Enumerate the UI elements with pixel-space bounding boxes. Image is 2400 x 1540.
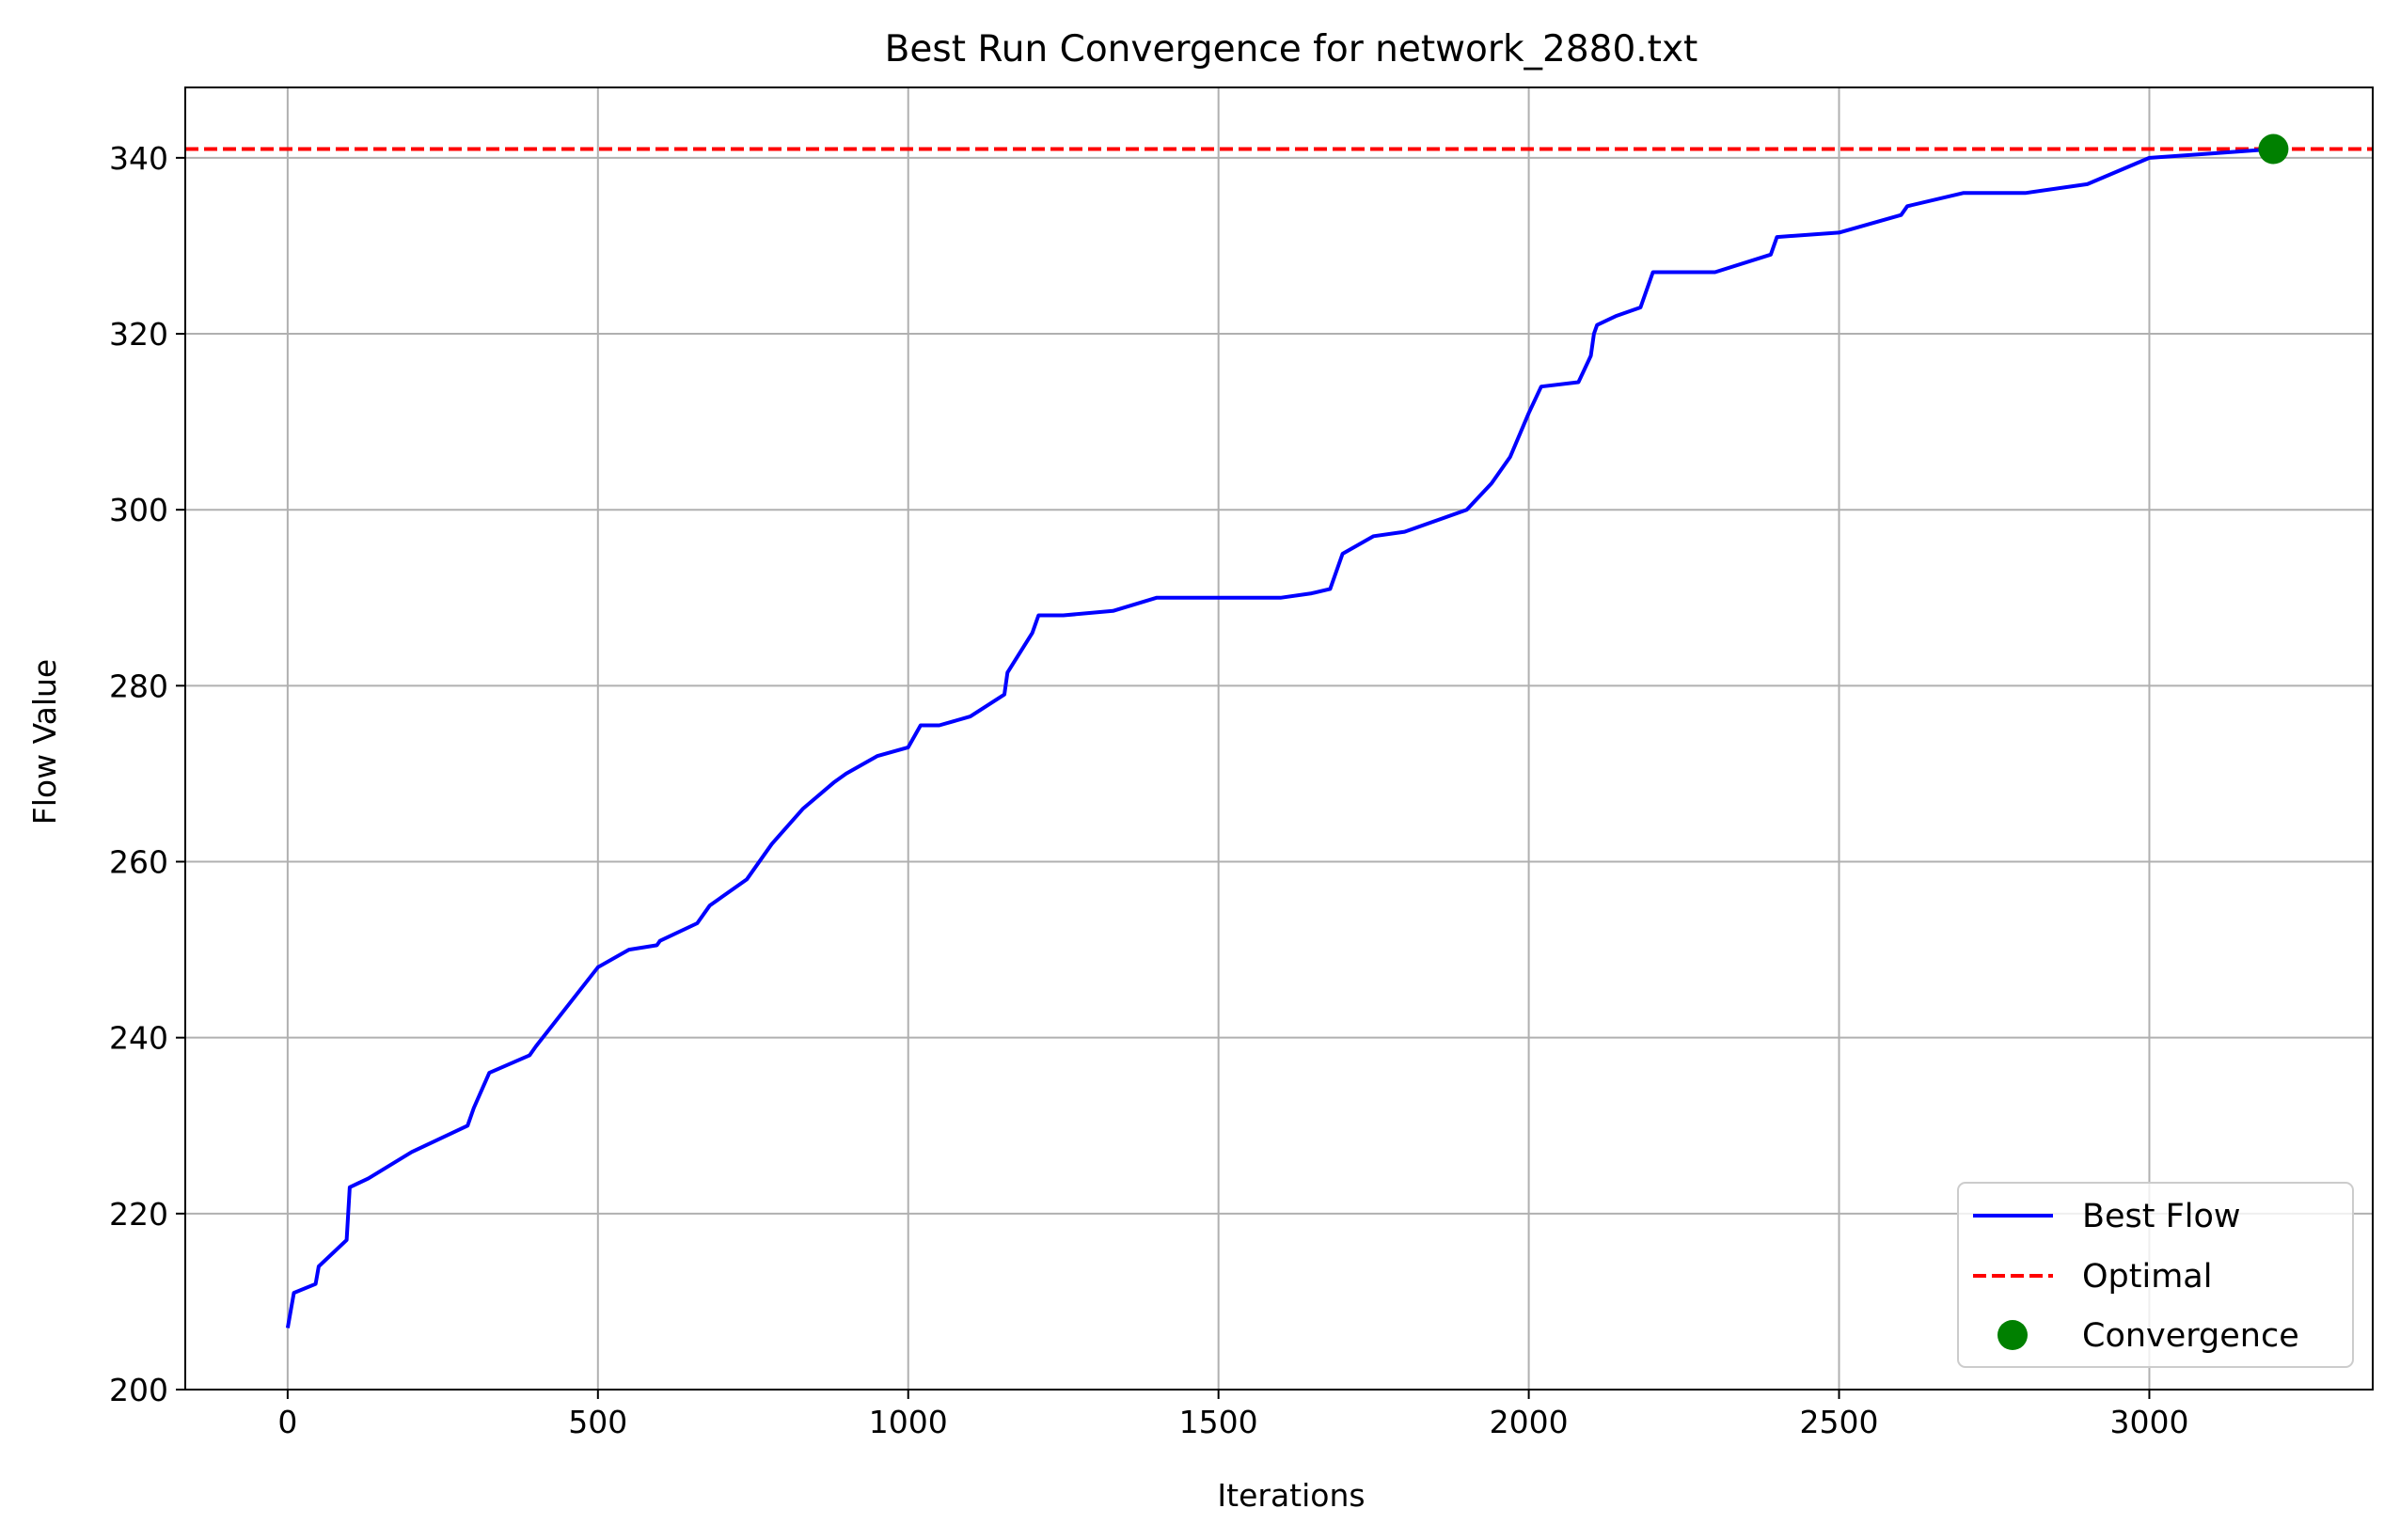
legend-label-convergence: Convergence xyxy=(2082,1317,2299,1355)
legend-label-best-flow: Best Flow xyxy=(2082,1198,2241,1235)
y-axis-ticks: 200 220 240 260 280 300 320 340 xyxy=(109,140,185,1408)
y-tick-label: 240 xyxy=(109,1020,168,1057)
x-tick-label: 2500 xyxy=(1800,1404,1879,1440)
x-tick-label: 2000 xyxy=(1490,1404,1569,1440)
y-axis-label: Flow Value xyxy=(26,659,63,825)
convergence-point xyxy=(2258,134,2289,165)
y-tick-label: 300 xyxy=(109,492,168,528)
y-tick-label: 260 xyxy=(109,844,168,881)
legend: Best Flow Optimal Convergence xyxy=(1957,1182,2354,1368)
x-tick-label: 3000 xyxy=(2109,1404,2188,1440)
y-tick-label: 220 xyxy=(109,1196,168,1233)
plot-area-frame xyxy=(184,86,2374,1391)
x-tick-label: 0 xyxy=(277,1404,297,1440)
y-tick-label: 200 xyxy=(109,1372,168,1408)
y-tick-label: 320 xyxy=(109,316,168,353)
chart-title: Best Run Convergence for network_2880.tx… xyxy=(885,28,1698,71)
x-tick-label: 500 xyxy=(568,1404,627,1440)
x-tick-label: 1500 xyxy=(1179,1404,1258,1440)
x-tick-label: 1000 xyxy=(869,1404,948,1440)
marker-layer xyxy=(2258,134,2289,165)
x-axis-label: Iterations xyxy=(1217,1477,1365,1514)
x-axis-ticks: 0 500 1000 1500 2000 2500 3000 xyxy=(277,1390,2188,1440)
legend-box xyxy=(1957,1182,2354,1368)
y-tick-label: 340 xyxy=(109,140,168,177)
series-line-best-flow xyxy=(285,147,2274,1328)
series-layer xyxy=(285,147,2274,1328)
legend-swatch-convergence xyxy=(1997,1320,2028,1350)
y-tick-label: 280 xyxy=(109,668,168,704)
legend-label-optimal: Optimal xyxy=(2082,1258,2212,1296)
